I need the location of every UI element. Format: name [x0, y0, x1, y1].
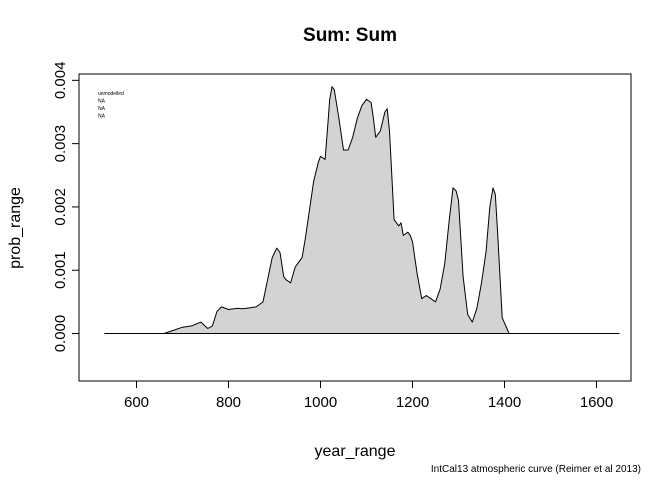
x-tick-label: 1200 [396, 394, 429, 411]
legend-entry: NA [98, 99, 106, 105]
x-tick-label: 800 [216, 394, 241, 411]
density-area [163, 86, 510, 334]
y-tick-label: 0.003 [52, 125, 69, 163]
legend-entry: NA [98, 106, 106, 112]
y-axis-label: prob_range [7, 187, 24, 269]
x-tick-label: 1600 [580, 394, 613, 411]
legend-entry: NA [98, 114, 106, 120]
y-tick-label: 0.000 [52, 315, 69, 353]
legend-entry: unmodelled [98, 91, 124, 97]
y-tick-label: 0.001 [52, 251, 69, 289]
x-tick-label: 600 [124, 394, 149, 411]
x-axis-label: year_range [315, 443, 396, 460]
x-tick-label: 1400 [488, 394, 521, 411]
x-axis: 600 800 1000 1200 1400 1600 [124, 380, 613, 411]
y-tick-label: 0.004 [52, 62, 69, 100]
chart-title: Sum: Sum [303, 25, 397, 46]
area-layer [104, 86, 620, 335]
y-axis: 0.000 0.001 0.002 0.003 0.004 [52, 62, 80, 353]
x-tick-label: 1000 [304, 394, 337, 411]
credit-note: IntCal13 atmospheric curve (Reimer et al… [431, 464, 641, 475]
y-tick-label: 0.002 [52, 188, 69, 226]
